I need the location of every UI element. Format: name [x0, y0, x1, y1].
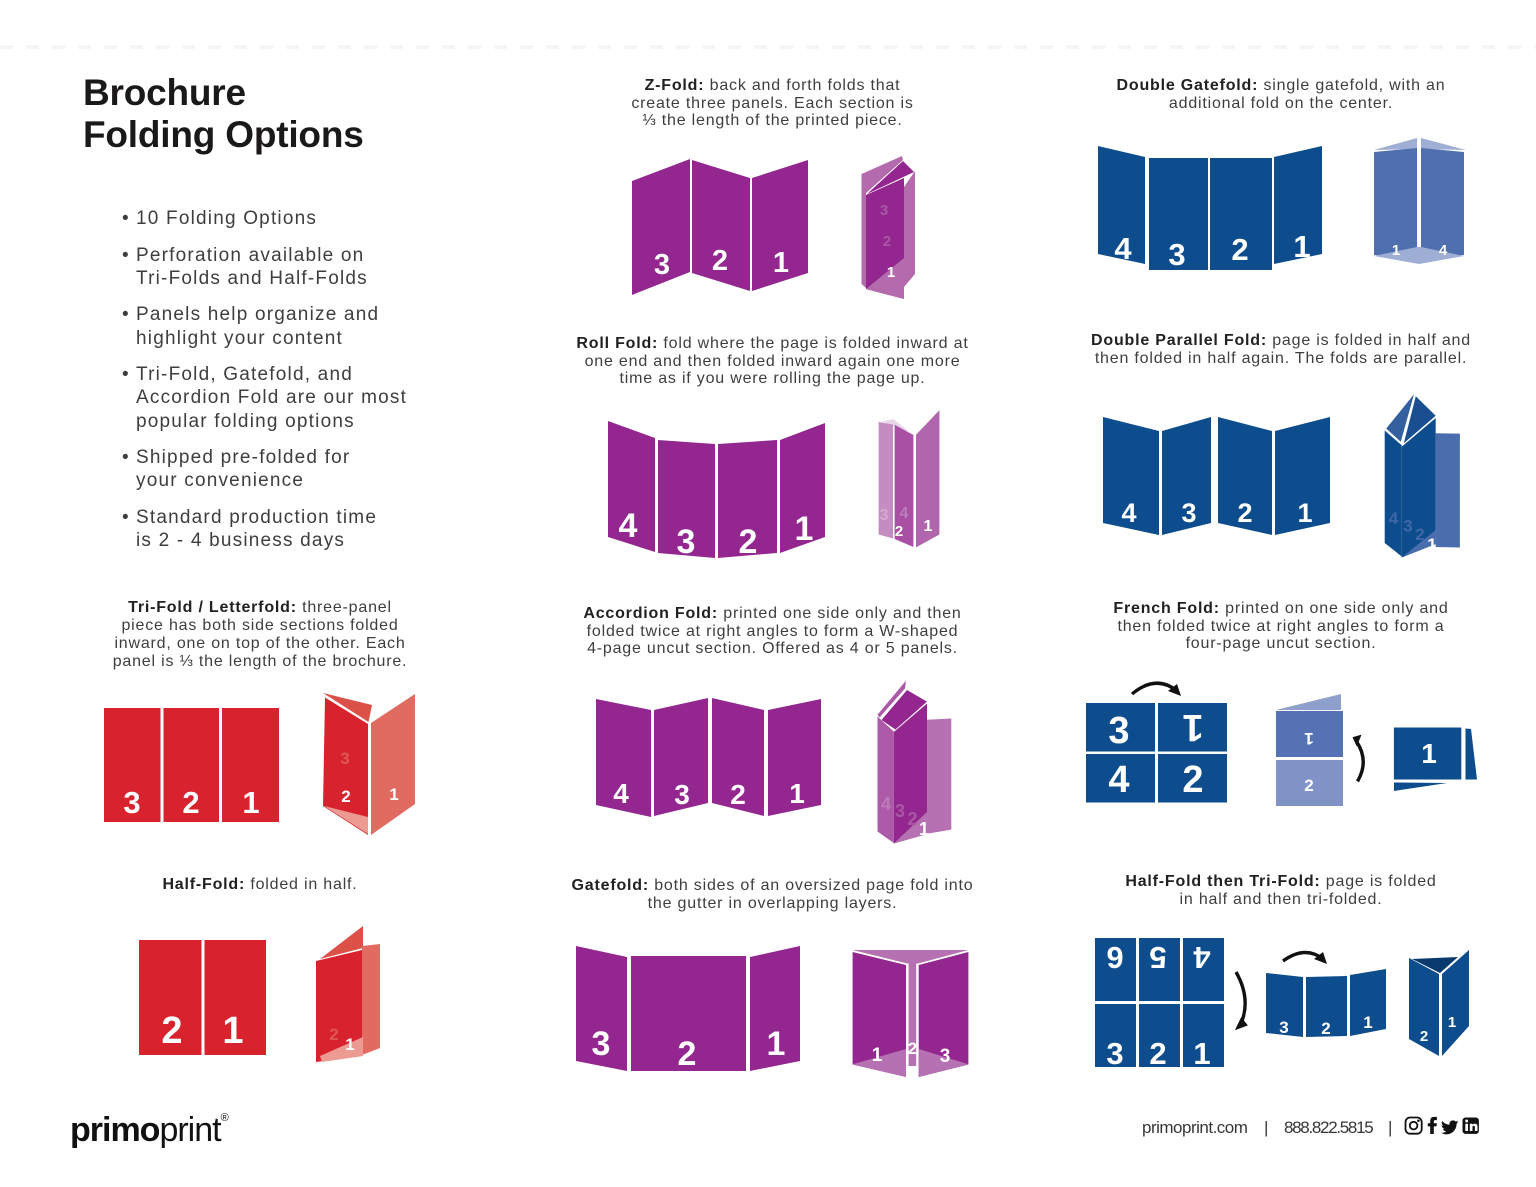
svg-text:4: 4 [1389, 509, 1399, 528]
svg-text:2: 2 [1304, 776, 1313, 795]
svg-text:3: 3 [674, 779, 690, 810]
svg-text:3: 3 [880, 202, 888, 219]
svg-text:3: 3 [654, 249, 670, 281]
svg-text:2: 2 [907, 809, 917, 829]
svg-text:4: 4 [613, 778, 629, 809]
svg-text:1: 1 [919, 819, 929, 839]
svg-text:6: 6 [1106, 940, 1123, 975]
svg-text:3: 3 [592, 1025, 611, 1063]
svg-text:2: 2 [1237, 498, 1252, 528]
svg-text:2: 2 [739, 523, 758, 561]
svg-text:3: 3 [1181, 498, 1196, 528]
svg-text:1: 1 [924, 518, 933, 535]
svg-text:1: 1 [1297, 498, 1312, 528]
svg-text:3: 3 [340, 749, 349, 768]
svg-text:3: 3 [1106, 1036, 1123, 1071]
svg-text:3: 3 [677, 523, 696, 561]
svg-text:2: 2 [1149, 1036, 1166, 1071]
svg-text:2: 2 [712, 245, 728, 277]
svg-text:1: 1 [872, 1045, 883, 1066]
svg-text:1: 1 [222, 1010, 243, 1052]
svg-text:2: 2 [329, 1025, 338, 1044]
svg-text:5: 5 [1149, 940, 1166, 975]
svg-text:2: 2 [1321, 1019, 1330, 1038]
svg-text:1: 1 [773, 247, 789, 279]
svg-text:2: 2 [1420, 1028, 1428, 1045]
svg-text:1: 1 [789, 778, 805, 809]
svg-text:3: 3 [1168, 237, 1185, 272]
svg-text:1: 1 [887, 264, 895, 281]
svg-text:2: 2 [908, 1039, 917, 1058]
svg-text:2: 2 [895, 523, 903, 540]
svg-text:2: 2 [883, 233, 891, 250]
svg-text:3: 3 [880, 507, 889, 524]
svg-text:1: 1 [767, 1025, 786, 1063]
svg-text:1: 1 [1304, 729, 1313, 748]
svg-text:4: 4 [881, 794, 891, 814]
svg-text:1: 1 [1293, 229, 1310, 264]
svg-text:2: 2 [1231, 232, 1248, 267]
svg-text:1: 1 [795, 510, 814, 548]
svg-text:1: 1 [1448, 1014, 1456, 1031]
svg-text:1: 1 [242, 785, 259, 820]
svg-text:2: 2 [182, 785, 199, 820]
svg-text:2: 2 [341, 787, 350, 806]
svg-text:3: 3 [1108, 710, 1129, 752]
svg-text:4: 4 [1114, 231, 1132, 266]
svg-text:1: 1 [345, 1035, 354, 1054]
svg-text:4: 4 [900, 505, 909, 522]
svg-text:4: 4 [619, 507, 638, 545]
svg-text:3: 3 [123, 785, 140, 820]
svg-text:2: 2 [1182, 759, 1203, 801]
svg-text:1: 1 [1427, 535, 1436, 554]
svg-text:4: 4 [1108, 759, 1129, 801]
svg-text:2: 2 [678, 1035, 697, 1073]
svg-text:1: 1 [1193, 1036, 1210, 1071]
svg-text:3: 3 [940, 1046, 951, 1067]
svg-text:2: 2 [730, 779, 746, 810]
svg-text:4: 4 [1193, 940, 1211, 975]
svg-text:4: 4 [1121, 498, 1136, 528]
svg-text:1: 1 [1363, 1013, 1372, 1032]
svg-text:2: 2 [161, 1010, 182, 1052]
svg-text:2: 2 [1415, 525, 1424, 544]
svg-text:4: 4 [1439, 242, 1448, 259]
svg-text:3: 3 [895, 801, 905, 821]
svg-text:3: 3 [1279, 1018, 1288, 1037]
svg-text:3: 3 [1403, 517, 1412, 536]
svg-text:1: 1 [389, 785, 398, 804]
svg-text:1: 1 [1392, 242, 1400, 259]
svg-text:1: 1 [1421, 738, 1437, 769]
svg-text:1: 1 [1182, 706, 1203, 748]
